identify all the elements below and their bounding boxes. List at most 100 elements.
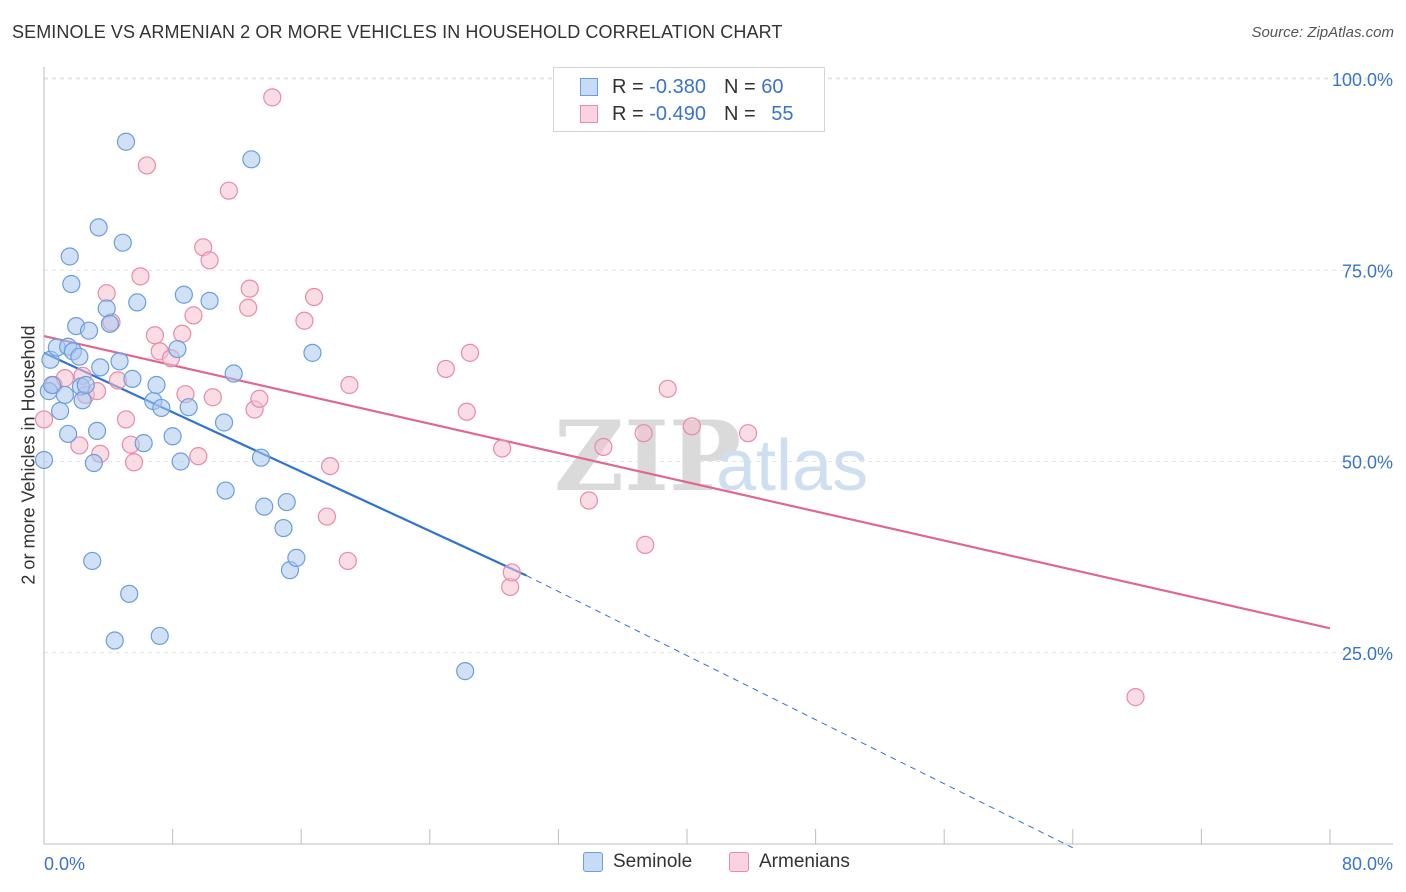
seminole-point [79, 321, 99, 340]
seminole-point [179, 398, 198, 417]
armenian-point [240, 279, 259, 298]
seminole-point [97, 299, 116, 318]
armenians-legend-label: Armenians [759, 851, 850, 872]
seminole-point [216, 481, 235, 500]
armenians-swatch [580, 105, 598, 123]
armenian-point [636, 535, 655, 554]
armenian-point [738, 424, 758, 443]
seminole-point [168, 339, 187, 359]
seminole-point [200, 291, 219, 310]
seminole-point [214, 413, 234, 432]
legend-item-seminole[interactable]: Seminole [583, 851, 692, 873]
seminole-point [277, 492, 296, 512]
seminole-point [83, 551, 102, 571]
seminole-point [456, 662, 475, 681]
armenian-point [304, 287, 324, 307]
armenian-point [116, 410, 136, 429]
seminole-point [60, 247, 79, 266]
y-tick-label: 100.0% [1332, 70, 1393, 90]
seminole-legend-swatch [583, 852, 603, 872]
armenian-point [338, 551, 357, 571]
armenians-n-label: N = [723, 102, 756, 125]
armenian-trend-line [43, 334, 1331, 630]
trend-layer [43, 334, 1331, 849]
legend-item-armenians[interactable]: Armenians [729, 851, 850, 873]
legend-row-seminole: R = -0.380 N = 60 [580, 73, 783, 101]
stats-legend: R = -0.380 N = 60 R = -0.490 N = 55 [553, 67, 825, 132]
armenian-point [239, 298, 258, 317]
armenian-point [634, 424, 653, 443]
armenian-point [579, 491, 599, 510]
seminole-point [70, 347, 89, 366]
seminole-n-value: 60 [761, 75, 784, 98]
chart-title: SEMINOLE VS ARMENIAN 2 OR MORE VEHICLES … [12, 22, 783, 42]
armenian-point [658, 379, 677, 398]
seminole-point [116, 132, 136, 151]
y-axis-label: 2 or more Vehicles in Household [18, 325, 39, 585]
armenian-point [124, 453, 144, 472]
armenian-point [200, 251, 219, 270]
y-tick-label: 25.0% [1342, 644, 1393, 664]
seminole-point [50, 401, 70, 421]
seminole-point [147, 375, 166, 395]
seminole-swatch [580, 78, 598, 96]
armenian-point [173, 324, 192, 343]
seminole-point [91, 358, 110, 377]
seminole-point [152, 398, 171, 418]
armenian-point [594, 437, 613, 457]
watermark: ZIP atlas [554, 400, 868, 513]
armenian-point [219, 181, 238, 200]
source-credit: Source: ZipAtlas.com [1251, 24, 1394, 41]
seminole-point [174, 285, 193, 304]
seminole-trend-extension [526, 575, 1074, 849]
seminole-point [163, 427, 182, 446]
armenian-point [137, 156, 156, 175]
seminole-point [134, 434, 153, 453]
seminole-point [242, 150, 261, 169]
seminole-point [42, 375, 62, 395]
seminole-legend-label: Seminole [613, 851, 693, 872]
seminole-n-label: N = [723, 75, 756, 98]
armenian-point [457, 402, 476, 421]
armenian-point [263, 88, 282, 107]
armenian-point [250, 389, 269, 408]
seminole-point [224, 364, 243, 383]
seminole-point [84, 453, 103, 473]
seminole-point [55, 385, 74, 405]
seminole-point [113, 233, 132, 252]
armenian-point [97, 284, 116, 303]
points-layer [34, 88, 1145, 707]
armenian-point [295, 311, 314, 330]
seminole-r-label: R = [612, 75, 644, 98]
armenian-point [131, 267, 150, 286]
seminole-r-value: -0.380 [649, 75, 706, 98]
seminole-point [251, 448, 271, 467]
armenians-legend-swatch [729, 852, 749, 872]
armenians-n-value: 55 [771, 102, 794, 125]
armenian-point [502, 563, 521, 582]
seminole-point [274, 518, 293, 538]
armenian-point [189, 447, 208, 466]
seminole-point [105, 631, 124, 650]
seminole-point [128, 293, 147, 312]
seminole-point [287, 548, 306, 567]
armenian-point [1126, 688, 1145, 707]
armenians-r-value: -0.490 [649, 102, 706, 125]
seminole-point [34, 450, 54, 470]
seminole-point [150, 626, 169, 646]
armenian-point [317, 507, 337, 526]
seminole-point [89, 218, 108, 237]
seminole-point [255, 497, 274, 516]
armenians-r-label: R = [612, 102, 644, 125]
seminole-point [73, 391, 92, 410]
seminole-point [123, 369, 142, 388]
armenian-point [460, 343, 480, 362]
armenian-point [682, 417, 701, 436]
y-tick-label: 50.0% [1342, 453, 1393, 473]
seminole-point [62, 274, 81, 294]
armenian-point [321, 456, 340, 476]
seminole-point [171, 452, 190, 471]
armenian-point [340, 375, 359, 395]
seminole-point [303, 343, 322, 362]
